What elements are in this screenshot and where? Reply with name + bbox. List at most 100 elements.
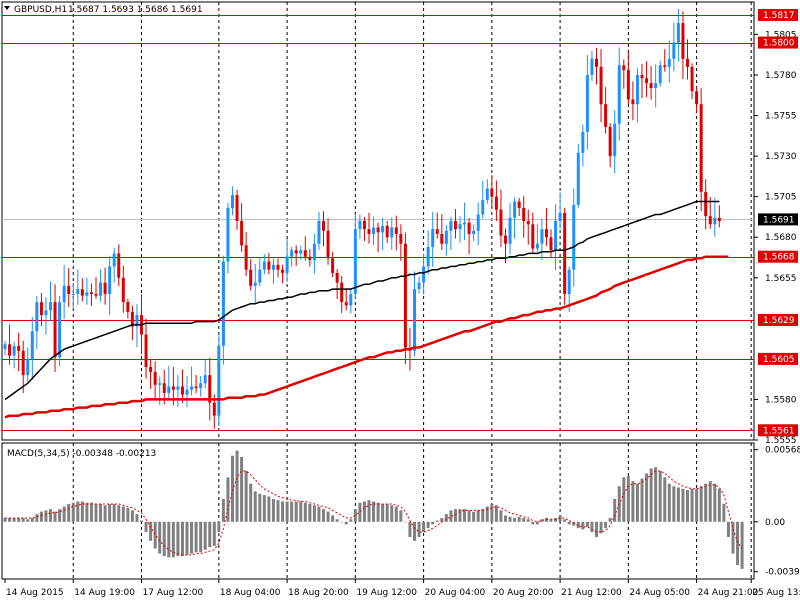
macd-bar: [235, 450, 239, 522]
candle-body: [494, 196, 498, 210]
macd-bar: [108, 504, 112, 522]
candle-body: [708, 216, 712, 225]
macd-bar: [8, 517, 12, 522]
macd-bar: [522, 517, 526, 522]
candle-body: [76, 289, 80, 294]
candle-body: [158, 383, 162, 385]
y-tick-label: 1.5680: [765, 233, 797, 243]
candle-body: [62, 285, 66, 303]
candle-body: [435, 229, 439, 234]
candle-body: [326, 230, 330, 259]
macd-bar: [463, 509, 467, 522]
candle-body: [271, 264, 275, 270]
x-tick-label: 18 Aug 20:00: [288, 588, 349, 598]
level-tag-bg: [758, 352, 798, 365]
macd-bar: [604, 521, 608, 529]
macd-bar: [704, 483, 708, 522]
candle-body: [322, 221, 325, 231]
x-tick-label: 14 Aug 2015: [6, 588, 64, 598]
candle-body: [649, 83, 653, 88]
macd-bar: [71, 502, 75, 522]
macd-bar: [663, 477, 667, 522]
candle-body: [581, 131, 585, 153]
macd-bar: [281, 501, 285, 522]
macd-bar: [253, 491, 257, 522]
candle-body: [558, 212, 562, 221]
candle-body: [613, 123, 617, 157]
macd-bar: [576, 521, 580, 529]
candle-body: [554, 221, 558, 251]
symbol-dropdown-icon[interactable]: [4, 6, 10, 10]
candle-body: [99, 282, 103, 296]
level-tag-bg: [758, 250, 798, 263]
candle-body: [3, 344, 7, 350]
macd-bar: [453, 509, 457, 522]
candle-body: [53, 302, 57, 358]
macd-bar: [367, 500, 371, 522]
candle-body: [567, 269, 571, 294]
y-tick-label: 1.5705: [765, 193, 797, 203]
macd-bar: [376, 502, 380, 522]
macd-bar: [240, 456, 244, 522]
x-tick-label: 24 Aug 21:00: [698, 588, 759, 598]
candle-body: [167, 386, 171, 393]
candle-body: [499, 209, 503, 236]
macd-bar: [349, 519, 353, 522]
macd-bar: [608, 517, 612, 522]
macd-signal-line: [5, 470, 743, 556]
macd-bar: [212, 521, 216, 546]
current-price-tag-bg: [758, 213, 798, 226]
macd-bar: [121, 506, 125, 522]
macd-bar: [676, 487, 680, 522]
macd-bar: [599, 521, 603, 534]
y-tick-label: 1.5730: [765, 152, 797, 162]
candle-body: [667, 58, 671, 67]
candle-body: [681, 23, 685, 59]
candle-body: [626, 70, 630, 100]
macd-bar: [149, 521, 153, 541]
y-tick-label: 1.5755: [765, 112, 797, 122]
macd-bar: [440, 517, 444, 522]
candle-body: [8, 344, 12, 356]
macd-bar: [231, 455, 234, 522]
macd-bar: [276, 500, 280, 522]
candle-body: [453, 221, 457, 230]
macd-bar: [731, 521, 735, 554]
macd-bar: [472, 511, 476, 522]
macd-bar: [426, 521, 430, 529]
candle-body: [676, 23, 680, 43]
macd-bar: [308, 504, 312, 522]
candle-body: [217, 345, 221, 416]
macd-bar: [590, 521, 594, 532]
candle-body: [663, 65, 667, 67]
candle-body: [631, 99, 635, 105]
candle-body: [549, 237, 553, 251]
macd-bar: [53, 511, 57, 522]
macd-bar: [262, 495, 266, 522]
candle-body: [390, 227, 394, 238]
macd-bar: [717, 488, 721, 522]
macd-bar: [153, 521, 157, 549]
level-tag: 1.5817: [763, 11, 795, 21]
macd-bar: [271, 498, 275, 522]
main-panel-frame: [1, 1, 755, 441]
candle-body: [513, 201, 517, 218]
candle-body: [253, 282, 257, 286]
macd-bar: [390, 505, 394, 522]
macd-bar: [322, 509, 325, 522]
horizontal-levels[interactable]: [2, 15, 754, 431]
candle-body: [604, 104, 608, 127]
candle-body: [576, 152, 580, 205]
macd-bar: [485, 506, 489, 522]
candle-body: [67, 285, 71, 294]
macd-bar: [740, 521, 744, 569]
candle-body: [686, 58, 689, 67]
candle-body: [426, 246, 430, 267]
macd-signal: [5, 470, 743, 556]
current-price-tag: 1.5691: [763, 215, 795, 225]
candle-body: [522, 208, 526, 221]
candle-body: [544, 229, 548, 238]
candle-body: [281, 269, 285, 273]
level-tag-bg: [758, 313, 798, 326]
